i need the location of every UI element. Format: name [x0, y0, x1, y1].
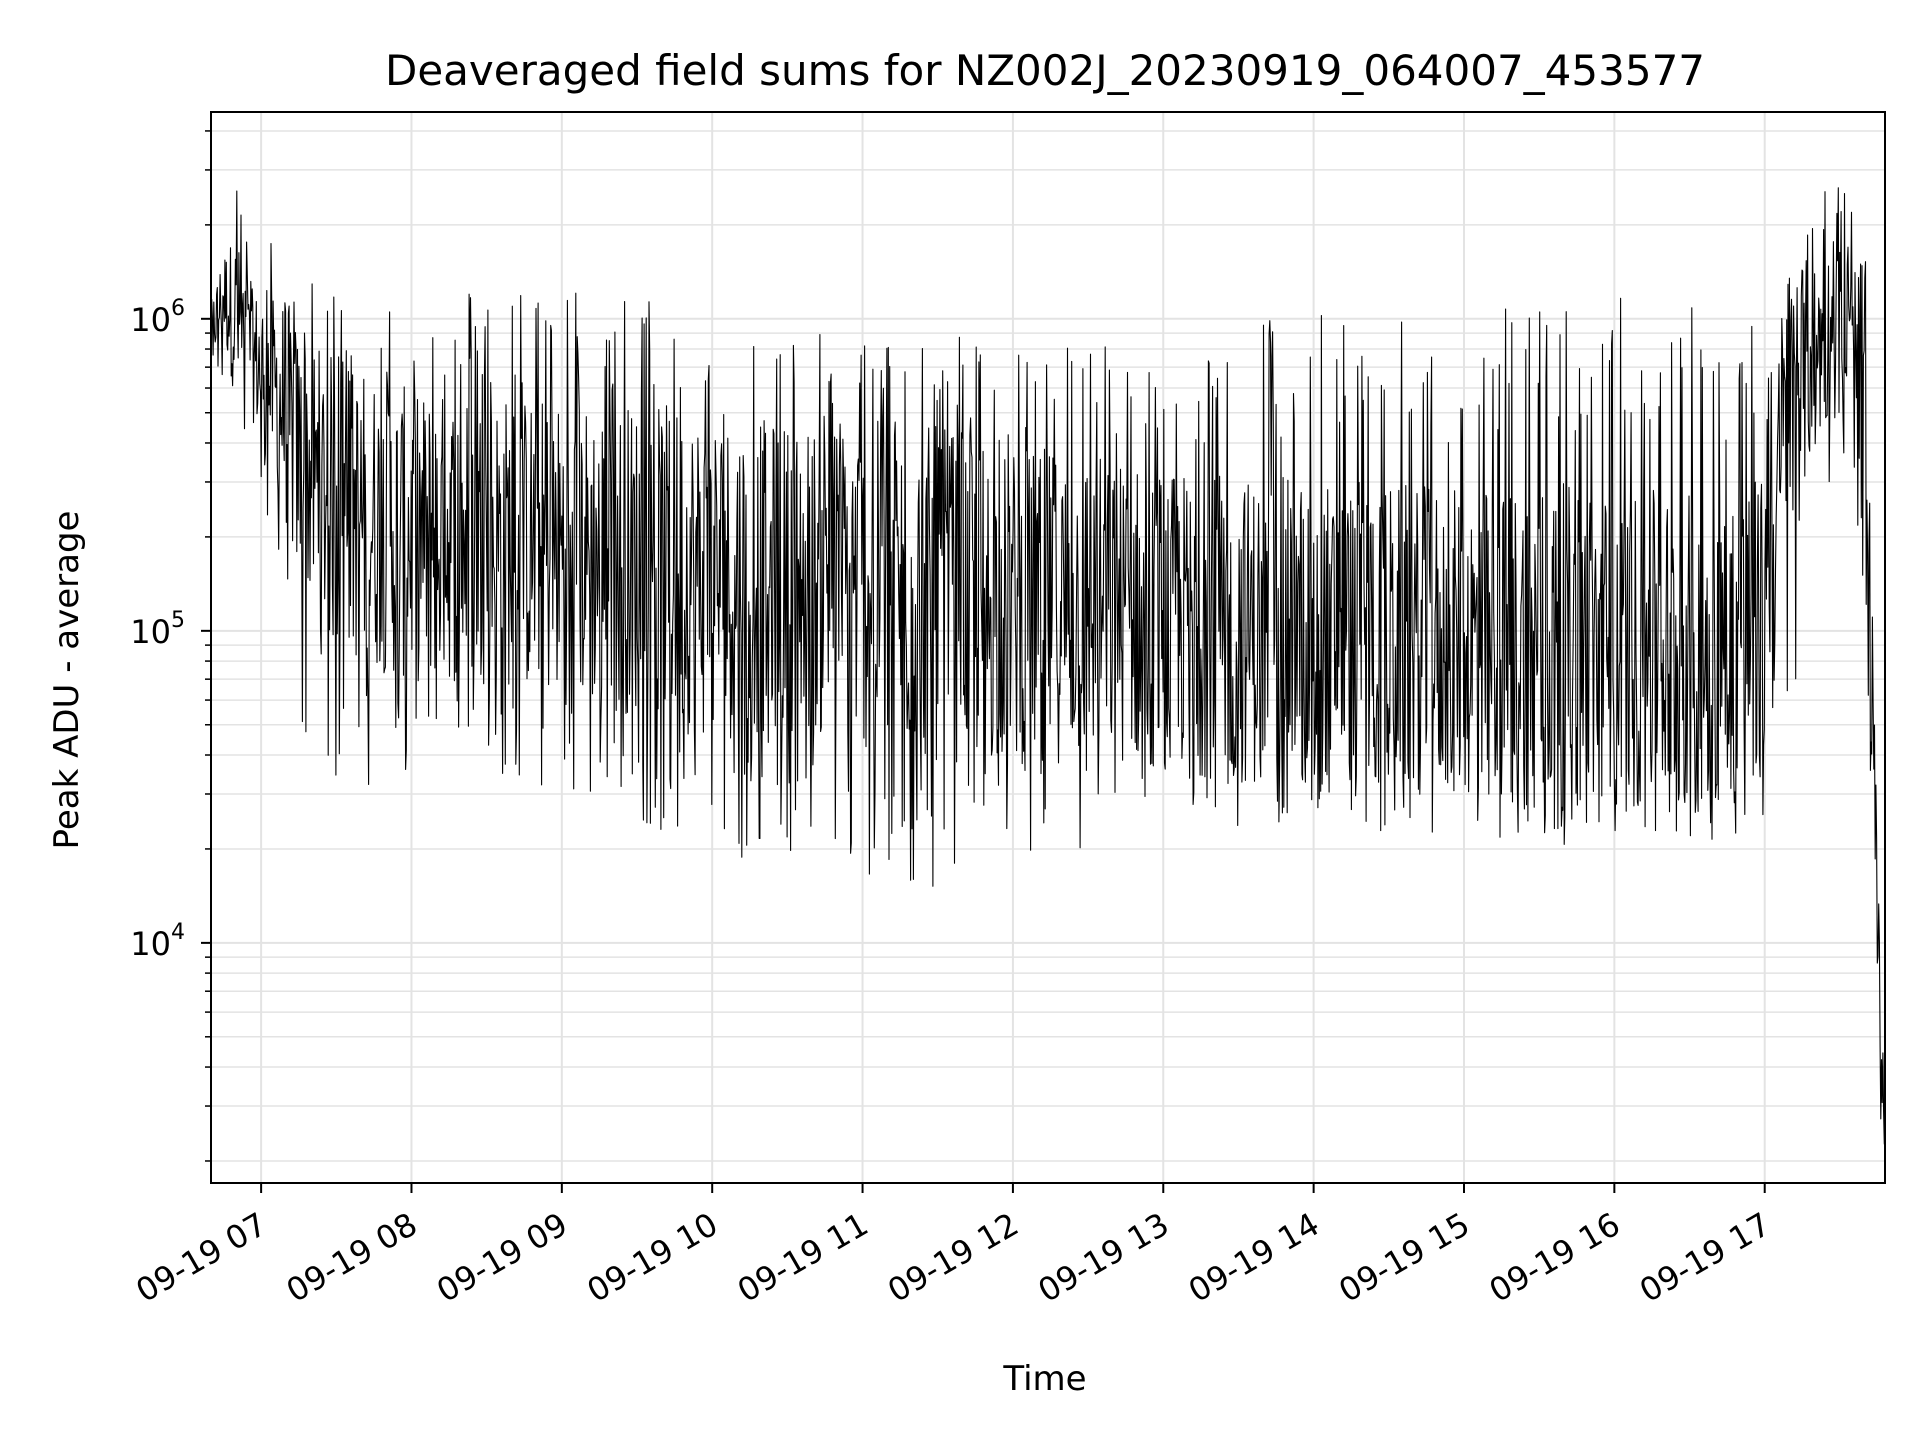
y-tick-exponent: 5 [171, 608, 185, 633]
y-tick-label: 106 [130, 296, 185, 339]
plot-area [210, 187, 1886, 1148]
y-tick-label: 105 [130, 608, 185, 651]
series-line [210, 187, 1886, 1148]
y-tick-exponent: 6 [171, 296, 185, 321]
y-tick-exponent: 4 [171, 920, 185, 945]
grid [211, 112, 1885, 1183]
y-axis-label: Peak ADU - average [47, 511, 87, 850]
y-tick-base: 10 [130, 301, 171, 339]
y-tick-base: 10 [130, 613, 171, 651]
chart-title: Deaveraged field sums for NZ002J_2023091… [385, 46, 1705, 95]
y-tick-label: 104 [130, 920, 185, 963]
plot-frame [210, 111, 1886, 1184]
y-tick-base: 10 [130, 925, 171, 963]
x-axis-label: Time [1002, 1359, 1086, 1399]
